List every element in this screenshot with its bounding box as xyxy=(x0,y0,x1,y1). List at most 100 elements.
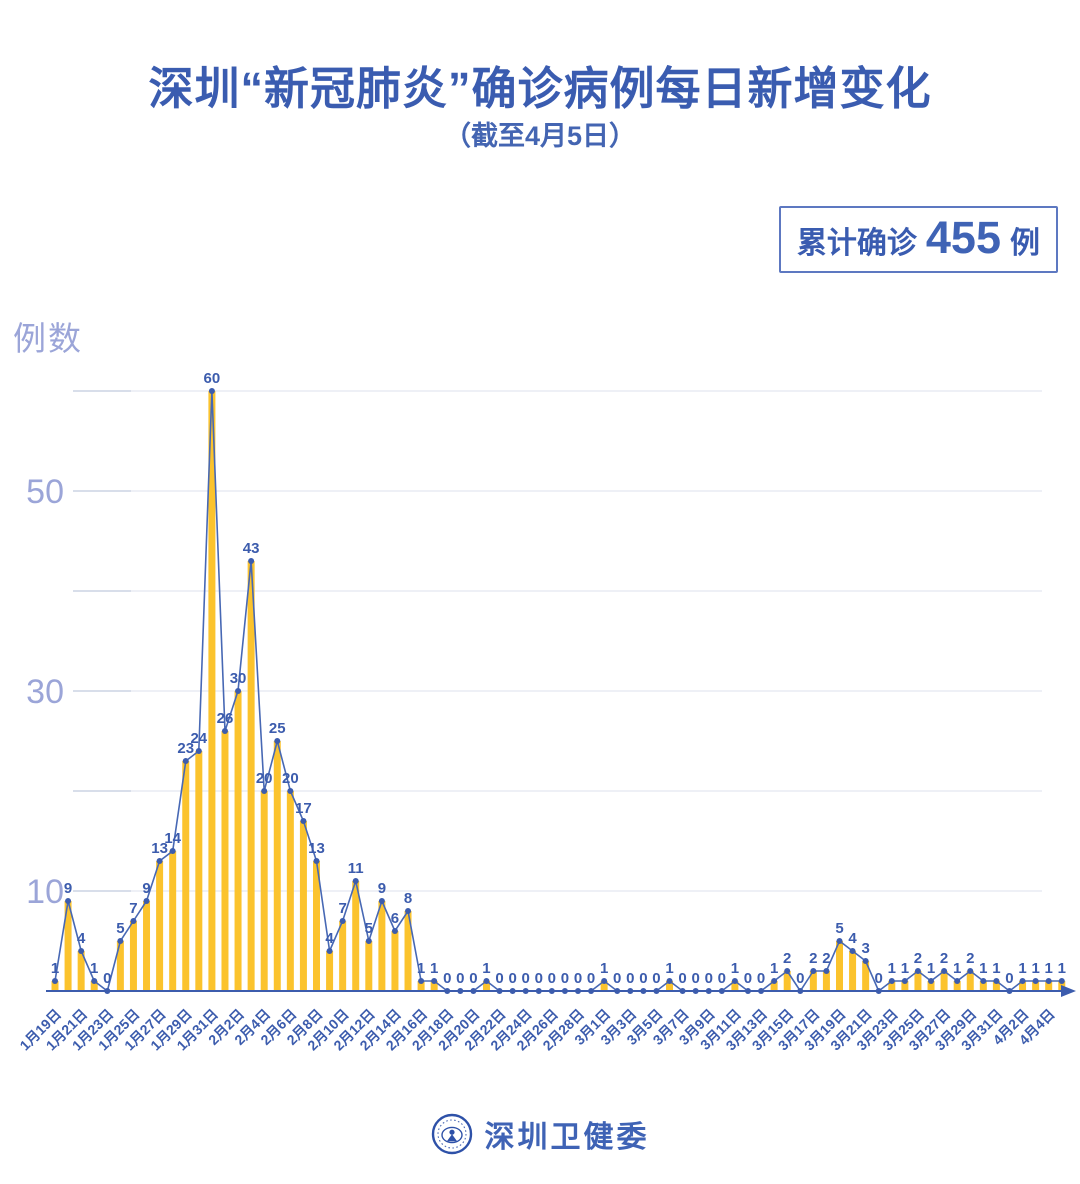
page-subtitle: （截至4月5日） xyxy=(443,121,637,151)
value-label: 26 xyxy=(217,710,234,727)
data-point xyxy=(901,978,908,984)
value-label: 2 xyxy=(940,950,948,967)
bar xyxy=(234,691,242,990)
value-label: 43 xyxy=(243,540,260,557)
data-point xyxy=(195,748,202,754)
value-label: 1 xyxy=(731,960,739,977)
bar xyxy=(156,861,164,990)
data-point xyxy=(810,968,817,974)
bar xyxy=(731,981,739,990)
data-point xyxy=(914,968,921,974)
data-point xyxy=(235,688,242,694)
value-label: 0 xyxy=(796,970,804,987)
data-point xyxy=(326,948,333,954)
bar xyxy=(247,561,255,990)
data-point xyxy=(771,978,778,984)
value-label: 0 xyxy=(757,970,765,987)
value-label: 7 xyxy=(338,900,346,917)
data-point xyxy=(836,938,843,944)
value-label: 2 xyxy=(783,950,791,967)
value-label: 14 xyxy=(164,830,181,847)
value-label: 1 xyxy=(51,960,59,977)
data-point xyxy=(666,978,673,984)
value-label: 1 xyxy=(90,960,98,977)
value-label: 1 xyxy=(979,960,987,977)
bar xyxy=(901,981,909,990)
value-label: 0 xyxy=(587,970,595,987)
value-label: 13 xyxy=(308,840,325,857)
bar xyxy=(208,391,216,990)
data-point xyxy=(731,978,738,984)
data-point xyxy=(378,898,385,904)
value-label: 1 xyxy=(482,960,490,977)
data-point xyxy=(261,788,268,794)
bars xyxy=(51,391,1066,990)
value-label: 8 xyxy=(404,890,412,907)
bar xyxy=(862,961,870,990)
gridlines xyxy=(73,390,1042,892)
bar xyxy=(927,981,935,990)
value-label: 11 xyxy=(348,860,364,877)
value-label: 1 xyxy=(1045,960,1053,977)
cumulative-confirmed-badge: 累计确诊 455 例 xyxy=(778,206,1058,273)
bar xyxy=(940,971,948,990)
value-label: 13 xyxy=(151,840,168,857)
data-point xyxy=(221,728,228,734)
value-label: 1 xyxy=(600,960,608,977)
x-tick-labels: 1月19日1月21日1月23日1月25日1月27日1月29日1月31日2月2日2… xyxy=(16,1006,1057,1054)
bar xyxy=(822,971,830,990)
value-label: 60 xyxy=(204,370,221,387)
value-label: 2 xyxy=(914,950,922,967)
bar xyxy=(299,821,307,990)
data-point xyxy=(993,978,1000,984)
value-label: 1 xyxy=(901,960,909,977)
bar xyxy=(221,731,229,990)
bar xyxy=(404,911,412,990)
data-point xyxy=(169,848,176,854)
bar xyxy=(888,981,896,990)
bar xyxy=(378,901,386,990)
bar xyxy=(1045,981,1053,990)
data-point xyxy=(405,908,412,914)
data-point xyxy=(954,978,961,984)
value-label: 20 xyxy=(282,770,299,787)
value-label: 0 xyxy=(626,970,634,987)
badge-prefix-label: 累计确诊 xyxy=(796,227,917,260)
bar xyxy=(836,941,843,990)
bar xyxy=(417,981,425,990)
value-label: 1 xyxy=(665,960,673,977)
value-label: 9 xyxy=(142,880,150,897)
data-point xyxy=(980,978,987,984)
bar xyxy=(116,941,124,990)
value-label: 0 xyxy=(875,970,883,987)
value-label: 0 xyxy=(652,970,660,987)
value-label: 0 xyxy=(522,970,530,987)
bar xyxy=(169,851,177,990)
y-tick-labels: 10 30 50 xyxy=(26,473,64,911)
bar xyxy=(352,881,360,990)
value-label: 6 xyxy=(391,910,399,927)
value-label: 2 xyxy=(809,950,817,967)
value-label: 0 xyxy=(103,970,111,987)
value-label: 3 xyxy=(861,940,869,957)
bar xyxy=(666,981,674,990)
bar xyxy=(195,751,203,990)
data-point xyxy=(784,968,791,974)
value-label: 17 xyxy=(295,800,312,817)
value-label: 2 xyxy=(966,950,974,967)
footer-org-name: 深圳卫健委 xyxy=(484,1121,650,1154)
data-point xyxy=(156,858,163,864)
data-point xyxy=(313,858,320,864)
bar xyxy=(339,921,347,990)
value-label: 0 xyxy=(456,970,464,987)
data-point xyxy=(339,918,346,924)
value-label: 0 xyxy=(705,970,713,987)
data-point xyxy=(208,388,215,394)
value-label: 0 xyxy=(508,970,516,987)
badge-unit-label: 例 xyxy=(1010,227,1040,260)
bar xyxy=(966,971,974,990)
bar xyxy=(1032,981,1040,990)
data-point xyxy=(483,978,490,984)
bar xyxy=(90,981,98,990)
svg-text:30: 30 xyxy=(26,673,64,711)
